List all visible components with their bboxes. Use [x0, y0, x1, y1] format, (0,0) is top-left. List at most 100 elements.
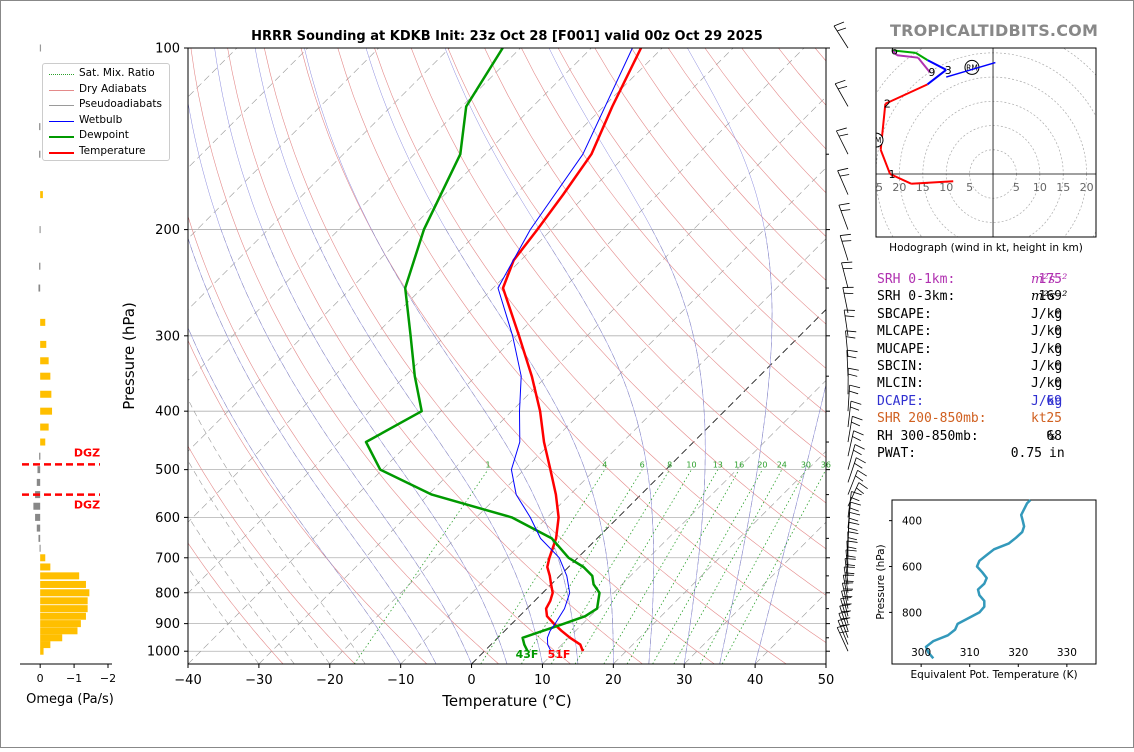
hodograph-segment [916, 53, 928, 60]
barb-flag [849, 389, 858, 397]
legend-item: Dry Adiabats [43, 82, 169, 98]
mixing-ratio-line [674, 470, 782, 664]
wind-barb [834, 201, 853, 229]
hodograph-height-label: 9 [928, 66, 935, 79]
hodograph-ring-label: 15 [1056, 181, 1070, 194]
omega-bar [40, 613, 86, 620]
legend-item: Temperature [43, 144, 169, 160]
isotherm-line [188, 48, 804, 664]
omega-bar [40, 191, 43, 198]
barb-staff [836, 541, 859, 567]
legend-item: Sat. Mix. Ratio [43, 66, 169, 82]
legend-item: Dewpoint [43, 128, 169, 144]
barb-staff [837, 385, 861, 411]
barb-staff [838, 416, 863, 442]
wind-barb [834, 232, 854, 261]
y-tick-label: 300 [155, 329, 180, 344]
legend-swatch [49, 74, 74, 75]
y-tick-label: 600 [155, 511, 180, 526]
barb-flag [840, 173, 849, 177]
barb-flag [851, 420, 860, 428]
chart-title: HRRR Sounding at KDKB Init: 23z Oct 28 [… [251, 29, 763, 44]
barb-staff [834, 205, 852, 229]
stat-unit: J/kg [1031, 359, 1062, 374]
stat-value: 25 [1046, 411, 1062, 426]
pseudoadiabat [154, 230, 401, 664]
omega-bar [40, 563, 50, 570]
wind-barb [834, 167, 852, 195]
y-tick-label: 500 [155, 463, 180, 478]
omega-bar [40, 319, 45, 326]
omega-bar [40, 391, 51, 398]
barb-flag [859, 480, 868, 491]
omega-bar [40, 45, 41, 52]
mixing-ratio-line [700, 470, 806, 664]
legend-label: Wetbulb [79, 114, 122, 126]
omega-bar [40, 627, 77, 634]
stat-label: SHR 200-850mb: [877, 411, 987, 426]
theta-e-y-label: Pressure (hPa) [875, 544, 887, 619]
barb-staff [834, 84, 849, 107]
hodograph-height-label: 1 [889, 168, 896, 181]
stat-unit: in [1049, 446, 1065, 461]
legend-item: Pseudoadiabats [43, 97, 169, 113]
barb-flag [836, 127, 846, 132]
legend-label: Temperature [79, 145, 146, 157]
omega-bar [38, 535, 40, 542]
x-tick-label: −10 [387, 673, 414, 688]
mixing-ratio-label: 6 [640, 461, 645, 470]
omega-bar [40, 597, 87, 604]
barb-flag [855, 442, 865, 452]
barb-flag [852, 434, 860, 442]
legend-swatch [49, 152, 74, 154]
omega-bar [40, 554, 45, 561]
barb-staff [836, 350, 859, 376]
pseudoadiabat [73, 230, 294, 664]
stat-label: MUCAPE: [877, 342, 932, 357]
barb-flag [858, 468, 867, 478]
hodograph-ring-label: 20 [892, 181, 906, 194]
stat-unit: J/kg [1031, 342, 1062, 357]
x-tick-label: 10 [534, 673, 551, 688]
hodograph-height-label: 2 [884, 98, 891, 111]
dewpoint-profile [366, 48, 600, 651]
stat-label: MLCIN: [877, 376, 924, 391]
barb-flag [850, 382, 860, 391]
theta-e-y-tick-label: 600 [902, 562, 922, 574]
theta-e-x-tick-label: 330 [1057, 647, 1077, 659]
omega-bar [35, 514, 40, 521]
theta-e-y-tick-label: 800 [902, 607, 922, 619]
isotherm-line [117, 48, 733, 664]
barb-flag [843, 284, 854, 291]
hodograph-ring-label: 5 [1013, 181, 1020, 194]
barb-staff [836, 368, 860, 394]
stat-unit: J/kg [1031, 324, 1062, 339]
barb-flag [840, 232, 851, 238]
stat-label: DCAPE: [877, 394, 924, 409]
barb-flag [852, 413, 862, 423]
mixing-ratio-label: 24 [777, 461, 787, 470]
dgz-label: DGZ [74, 446, 100, 459]
omega-tick-label: −1 [66, 672, 82, 685]
moist-adiabat [151, 48, 436, 664]
hodograph-segment [897, 55, 918, 57]
barb-flag [841, 259, 852, 266]
stat-label: SRH 0-3km: [877, 289, 955, 304]
wind-barb [837, 509, 864, 538]
pseudoadiabat [312, 230, 543, 664]
omega-bar [40, 373, 50, 380]
hodograph-height-label: 3 [945, 64, 952, 77]
barb-flag [843, 266, 852, 272]
barb-flag [849, 519, 860, 528]
omega-bar [40, 341, 46, 348]
moist-adiabat [304, 48, 578, 664]
x-tick-label: 30 [676, 673, 693, 688]
mixing-ratio-line [627, 470, 739, 664]
x-tick-label: −40 [174, 673, 201, 688]
dry-adiabat [264, 48, 714, 664]
pseudoadiabat [446, 230, 613, 664]
hodograph-ring-label: 10 [1033, 181, 1047, 194]
barb-flag [839, 133, 848, 137]
